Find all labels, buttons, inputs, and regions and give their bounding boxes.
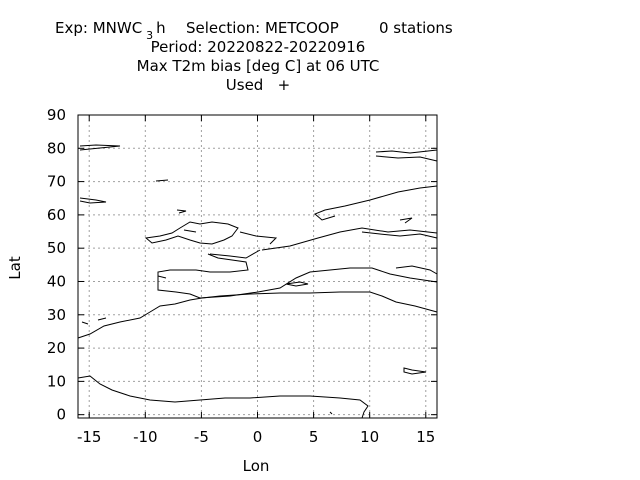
y-tick-label: 90 xyxy=(47,106,66,124)
x-tick-label: -15 xyxy=(77,428,102,446)
y-tick-label: 10 xyxy=(47,372,66,390)
title-exp: Exp: MNWC 3 h xyxy=(55,19,166,42)
y-axis-label: Lat xyxy=(6,256,24,280)
y-tick-label: 20 xyxy=(47,339,66,357)
coastline-france xyxy=(157,253,249,279)
x-tick-label: -10 xyxy=(133,428,158,446)
x-tick-label: 5 xyxy=(309,428,319,446)
coastline-iberia-mediterranean xyxy=(157,265,438,299)
x-axis-label: Lon xyxy=(243,457,270,475)
title-period: Period: 20220822-20220916 xyxy=(151,38,366,56)
x-tick-label: 10 xyxy=(360,428,379,446)
coastline-arctic-east xyxy=(375,149,438,162)
title-selection: Selection: METCOOP xyxy=(186,19,339,37)
y-tick-label: 80 xyxy=(47,139,66,157)
title-variable: Max T2m bias [deg C] at 06 UTC xyxy=(137,57,380,75)
chart-title-block: Exp: MNWC 3 h Selection: METCOOP 0 station… xyxy=(55,19,453,94)
grid xyxy=(78,114,437,418)
y-tick-label: 40 xyxy=(47,272,66,290)
plot-area: -15 -10 -5 0 5 10 15 0 10 20 30 40 50 60 70 80 90 xyxy=(47,106,438,446)
coastline-svalbard xyxy=(79,144,121,151)
coastline-scandinavia xyxy=(314,185,438,224)
x-tick-label: 15 xyxy=(416,428,435,446)
coastline-map xyxy=(77,144,438,419)
coastline-british-isles xyxy=(144,221,278,245)
coastline-small-islands xyxy=(81,317,427,375)
title-stations: 0 stations xyxy=(379,19,453,37)
title-used: Used + xyxy=(226,76,290,94)
y-tick-label: 70 xyxy=(47,173,66,191)
coastline-west-africa xyxy=(77,375,369,419)
y-tick-label: 60 xyxy=(47,206,66,224)
axes: -15 -10 -5 0 5 10 15 0 10 20 30 40 50 60 70 80 90 xyxy=(47,106,438,446)
x-tick-label: 0 xyxy=(253,428,263,446)
y-tick-label: 0 xyxy=(56,406,66,424)
coastline-north-europe xyxy=(209,227,438,259)
coastline-north-africa xyxy=(77,291,438,339)
y-tick-label: 50 xyxy=(47,239,66,257)
x-tick-label: -5 xyxy=(194,428,209,446)
y-tick-label: 30 xyxy=(47,306,66,324)
coastline-islands-north xyxy=(79,179,187,214)
